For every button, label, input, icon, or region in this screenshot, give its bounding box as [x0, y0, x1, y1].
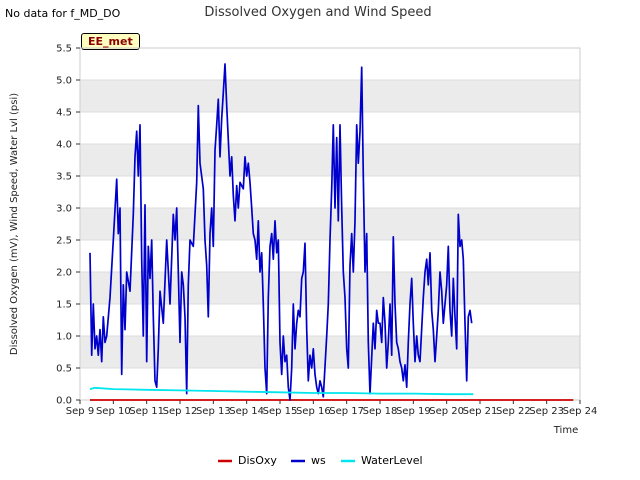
legend-label-disoxy: DisOxy	[238, 454, 277, 467]
x-tick-label: Sep 18	[363, 406, 398, 417]
y-tick-label: 0.0	[56, 396, 72, 407]
y-tick-label: 1.0	[56, 332, 72, 343]
background-band	[80, 80, 580, 112]
legend-label-ws: ws	[311, 454, 326, 467]
y-tick-label: 5.5	[56, 44, 72, 55]
x-tick-label: Sep 20	[429, 406, 464, 417]
series-line-ws	[89, 63, 473, 401]
x-tick-label: Sep 13	[196, 406, 231, 417]
y-tick-label: 5.0	[56, 76, 72, 87]
series-line-waterlevel	[89, 386, 474, 396]
y-tick-label: 3.5	[56, 172, 72, 183]
background-band	[80, 336, 580, 368]
x-tick-label: Sep 22	[496, 406, 531, 417]
y-axis-label: Dissolved Oxygen (mV), Wind Speed, Water…	[9, 93, 20, 355]
y-tick-label: 3.0	[56, 204, 72, 215]
x-tick-label: Sep 19	[396, 406, 431, 417]
x-tick-label: Sep 15	[263, 406, 298, 417]
y-tick-label: 0.5	[56, 364, 72, 375]
no-data-note: No data for f_MD_DO	[5, 7, 121, 20]
y-tick-label: 2.5	[56, 236, 72, 247]
y-tick-label: 1.5	[56, 300, 72, 311]
station-badge: EE_met	[81, 33, 140, 50]
background-band	[80, 272, 580, 304]
x-tick-label: Sep 9	[66, 406, 94, 417]
x-axis-label: Time	[553, 425, 578, 436]
x-tick-label: Sep 17	[329, 406, 364, 417]
y-tick-label: 2.0	[56, 268, 72, 279]
y-tick-label: 4.5	[56, 108, 72, 119]
data-series	[89, 63, 574, 401]
x-tick-label: Sep 24	[563, 406, 598, 417]
x-tick-label: Sep 16	[296, 406, 331, 417]
x-tick-label: Sep 11	[129, 406, 164, 417]
x-tick-label: Sep 23	[529, 406, 564, 417]
x-tick-label: Sep 12	[163, 406, 198, 417]
legend: DisOxy ws WaterLevel	[218, 454, 423, 467]
legend-label-waterlevel: WaterLevel	[361, 454, 423, 467]
x-tick-label: Sep 14	[229, 406, 264, 417]
background-band	[80, 144, 580, 176]
chart-title: Dissolved Oxygen and Wind Speed	[204, 5, 431, 20]
x-tick-label: Sep 21	[463, 406, 498, 417]
y-axis-ticks: 0.0 0.5 1.0 1.5 2.0 2.5 3.0 3.5 4.0 4.5 5.0 5.5	[56, 44, 80, 407]
x-tick-label: Sep 10	[96, 406, 131, 417]
y-tick-label: 4.0	[56, 140, 72, 151]
